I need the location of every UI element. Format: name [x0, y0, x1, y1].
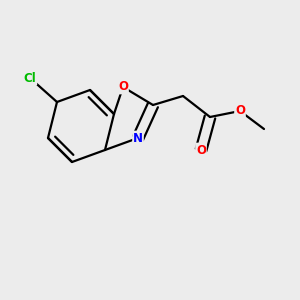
Text: O: O [196, 143, 206, 157]
Text: Cl: Cl [24, 71, 36, 85]
Text: O: O [118, 80, 128, 94]
Text: O: O [235, 104, 245, 118]
Text: N: N [133, 131, 143, 145]
